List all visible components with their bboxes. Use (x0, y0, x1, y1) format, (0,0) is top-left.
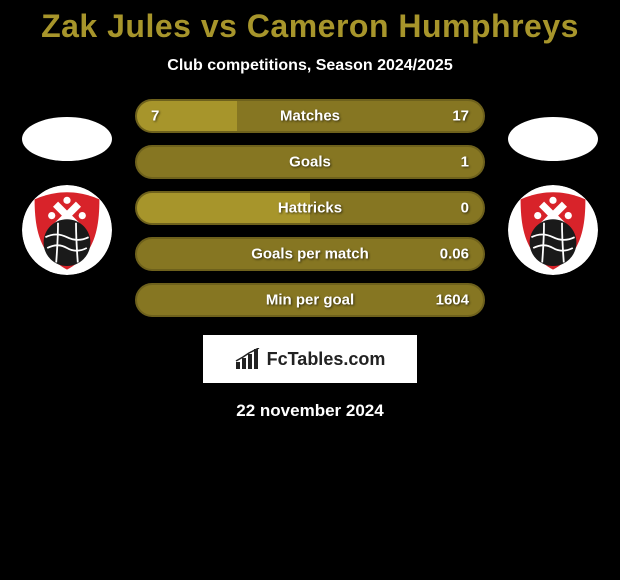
club-logo-left (22, 185, 112, 275)
bars-icon (235, 348, 261, 370)
stat-left-value: 7 (151, 108, 159, 125)
flag-right (508, 117, 598, 161)
stat-right-value: 1 (461, 154, 469, 171)
stat-label: Goals per match (251, 246, 369, 263)
stat-right-value: 0.06 (440, 246, 469, 263)
stat-label: Goals (289, 154, 331, 171)
stats-bars: 7 Matches 17 Goals 1 Hattricks 0 Goals per matc… (135, 99, 485, 317)
stat-label: Hattricks (278, 200, 342, 217)
subtitle: Club competitions, Season 2024/2025 (0, 57, 620, 75)
content-row: 7 Matches 17 Goals 1 Hattricks 0 Goals per matc… (0, 99, 620, 317)
stat-bar: 7 Matches 17 (135, 99, 485, 133)
date-text: 22 november 2024 (236, 401, 383, 421)
stat-right-value: 1604 (436, 292, 469, 309)
flag-left (22, 117, 112, 161)
left-column (17, 99, 117, 275)
club-badge-icon (22, 185, 112, 275)
footer: FcTables.com 22 november 2024 (0, 335, 620, 421)
stat-bar: Goals per match 0.06 (135, 237, 485, 271)
stat-label: Min per goal (266, 292, 354, 309)
player-a-name: Zak Jules (41, 8, 191, 44)
stat-right-value: 17 (452, 108, 469, 125)
stat-bar: Hattricks 0 (135, 191, 485, 225)
club-logo-right (508, 185, 598, 275)
player-b-name: Cameron Humphreys (247, 8, 579, 44)
brand-text: FcTables.com (267, 349, 386, 370)
comparison-card: Zak Jules vs Cameron Humphreys Club comp… (0, 0, 620, 421)
right-column (503, 99, 603, 275)
stat-bar: Goals 1 (135, 145, 485, 179)
stat-label: Matches (280, 108, 340, 125)
vs-text: vs (191, 8, 246, 44)
stat-right-value: 0 (461, 200, 469, 217)
club-badge-icon (508, 185, 598, 275)
stat-bar: Min per goal 1604 (135, 283, 485, 317)
page-title: Zak Jules vs Cameron Humphreys (0, 8, 620, 45)
brand-box: FcTables.com (203, 335, 417, 383)
